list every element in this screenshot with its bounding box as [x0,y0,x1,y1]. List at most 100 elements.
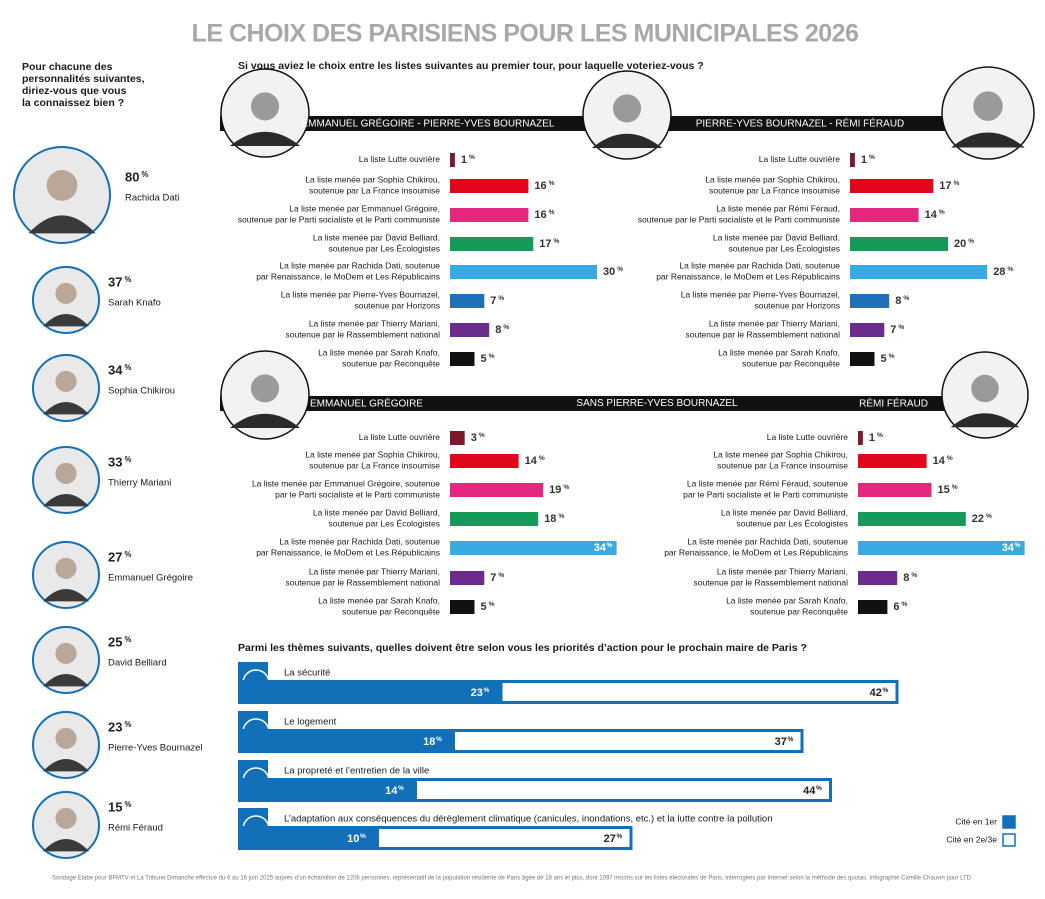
footnote: Sondage Elabe pour BFMTV et La Tribune D… [52,876,972,882]
value-label: 14 [525,455,538,467]
bar-value: 6% [893,601,907,613]
value-unit: % [558,513,564,520]
portrait [220,350,310,440]
bar [281,729,452,753]
bar [450,294,485,308]
header-bar [220,116,946,131]
value-label: 18 [544,513,556,525]
bar-value: 1% [869,432,883,444]
value-unit: % [124,363,131,372]
value-label: 27 [604,833,616,845]
portrait-body [42,494,90,507]
portrait-head [971,374,999,403]
theme-label: L’adaptation aux conséquences du dérègle… [284,814,773,825]
list-label: La liste menée par Rachida Dati, soutenu… [656,261,840,282]
bar-value: 37% [775,736,794,748]
value-unit: % [503,324,509,331]
bar [450,265,597,279]
knowledge-value: 80% [125,169,148,184]
value-unit: % [124,455,131,464]
portrait-head [612,94,642,123]
value-label: 22 [972,513,984,525]
bar [850,179,934,193]
legend-swatch [1002,833,1016,847]
portrait-body [950,413,1020,428]
portrait [32,626,100,694]
value-label: 5 [481,601,487,613]
bar-value: 14% [933,455,953,467]
value-unit: % [141,170,148,179]
value-unit: % [124,550,131,559]
value-unit: % [616,833,622,840]
bar-value: 15% [938,484,958,496]
list-label: La liste menée par Emmanuel Grégoire, sou… [238,204,440,225]
bar-value: 28% [993,266,1013,278]
person-name: Sarah Knafo [108,298,161,309]
value-label: 10 [347,833,359,845]
portrait-head [55,727,77,749]
portrait [32,791,100,859]
list-label: La liste menée par Sophia Chikirou, soute… [713,450,848,471]
portrait-body [591,133,663,148]
bar [450,483,544,497]
value-unit: % [549,180,555,187]
bar [858,454,927,468]
value-unit: % [1007,266,1013,273]
value-unit: % [360,833,366,840]
value-unit: % [498,295,504,302]
bar-value: 19% [549,484,569,496]
portrait-body [229,131,301,146]
value-label: 18 [423,736,435,748]
bar-value: 1% [461,154,475,166]
portrait-head [46,170,78,201]
bar [850,352,875,366]
list-label: La liste menée par Thierry Mariani, soute… [285,567,440,588]
value-unit: % [124,275,131,284]
bar [858,512,966,526]
value-label: 1 [869,432,875,444]
bar-value: 16% [534,180,554,192]
person-name: Thierry Mariani [108,478,171,489]
legend-label: Cité en 1er [955,816,997,826]
scenario-title: PIERRE-YVES BOURNAZEL - RÉMI FÉRAUD [696,117,905,130]
list-label: La liste Lutte ouvrière [759,154,841,164]
bar-value: 7% [490,572,504,584]
bar [450,454,519,468]
scenario-title: RÉMI FÉRAUD [859,397,928,410]
portrait [582,70,672,160]
knowledge-value: 33% [108,454,131,469]
portrait-head [250,374,280,403]
value-label: 34 [594,542,607,554]
legend-swatch [1002,815,1016,829]
value-label: 14 [385,785,398,797]
value-label: 8 [495,324,501,336]
bar-value: 8% [895,295,909,307]
value-label: 8 [903,572,909,584]
portrait-body [42,839,90,852]
bar [850,294,890,308]
value-unit: % [911,572,917,579]
person-name: David Belliard [108,658,167,669]
bar [450,237,534,251]
value-label: 7 [490,572,496,584]
value-label: 7 [490,295,496,307]
person-name: Rachida Dati [125,193,179,204]
bar [376,826,633,850]
theme-label: Le logement [284,717,337,728]
list-label: La liste menée par Sarah Knafo, soutenue … [726,596,848,617]
bar [850,265,988,279]
theme-label: La sécurité [284,668,330,679]
value-label: 23 [471,687,483,699]
value-unit: % [479,432,485,439]
portrait-body [42,314,90,327]
value-label: 28 [993,266,1005,278]
value-unit: % [947,455,953,462]
panel-question: Parmi les thèmes suivants, quelles doive… [238,642,807,654]
portrait-body [42,589,90,602]
value-label: 37 [108,274,122,289]
value-label: 37 [775,736,787,748]
value-unit: % [869,154,875,161]
value-unit: % [1015,542,1021,549]
scenario-title: EMMANUEL GRÉGOIRE [310,397,423,410]
knowledge-value: 34% [108,362,131,377]
